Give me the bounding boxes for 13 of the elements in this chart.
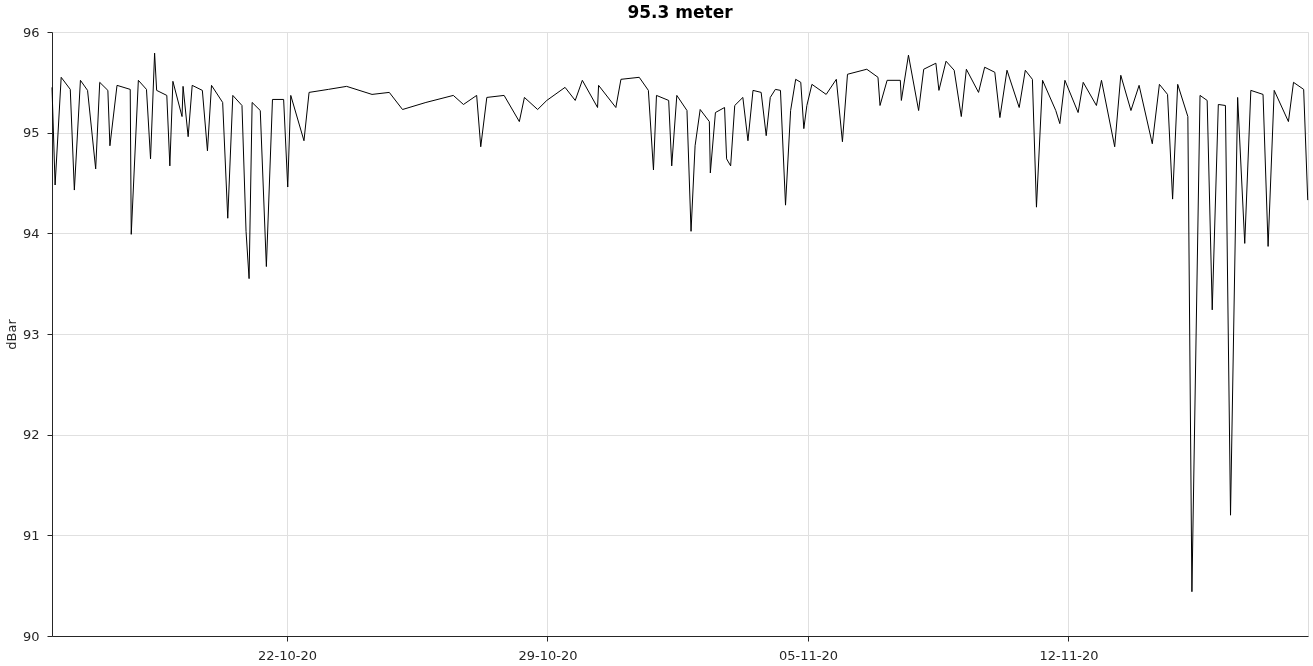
y-tick-label: 92 xyxy=(22,427,40,443)
x-tick-label: 22-10-20 xyxy=(257,647,317,663)
x-tick-label: 12-11-20 xyxy=(1039,647,1099,663)
y-tick-label: 91 xyxy=(22,527,40,543)
y-tick-label: 94 xyxy=(22,225,40,241)
x-tick-label: 29-10-20 xyxy=(518,647,578,663)
y-tick-label: 93 xyxy=(22,326,40,342)
y-tick-label: 95 xyxy=(22,125,40,141)
x-tick-label: 05-11-20 xyxy=(778,647,838,663)
y-tick-label: 96 xyxy=(22,24,40,40)
y-axis-title: dBar xyxy=(3,318,19,350)
chart-title: 95.3 meter xyxy=(627,2,734,22)
y-tick-label: 90 xyxy=(22,628,40,644)
